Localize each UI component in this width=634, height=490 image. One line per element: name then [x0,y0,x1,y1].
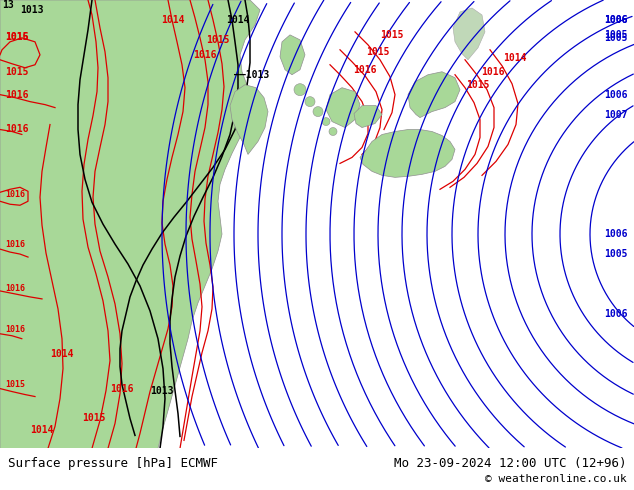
Text: 1016: 1016 [5,32,29,42]
Text: © weatheronline.co.uk: © weatheronline.co.uk [484,474,626,484]
Polygon shape [453,8,485,60]
Polygon shape [408,72,460,118]
Text: 1014: 1014 [226,15,250,25]
Text: 1015: 1015 [5,380,25,389]
Text: 1006: 1006 [604,309,628,319]
Text: 1016: 1016 [5,240,25,249]
Text: 1016: 1016 [481,67,505,77]
Circle shape [294,84,306,96]
Text: 1016: 1016 [110,384,134,393]
Text: 1016: 1016 [5,325,25,334]
Text: 1015: 1015 [82,414,106,423]
Text: Surface pressure [hPa] ECMWF: Surface pressure [hPa] ECMWF [8,457,217,469]
Polygon shape [0,0,160,448]
Text: 1014: 1014 [503,53,527,63]
Text: 1016: 1016 [5,190,25,199]
Text: 1013: 1013 [20,5,44,15]
Text: 1006: 1006 [604,90,628,99]
Text: 1016: 1016 [5,90,29,99]
Text: ——1013: ——1013 [235,70,269,80]
Circle shape [322,118,330,125]
Text: Mo 23-09-2024 12:00 UTC (12+96): Mo 23-09-2024 12:00 UTC (12+96) [394,457,626,469]
Polygon shape [230,85,268,154]
Circle shape [329,127,337,136]
Text: 1006: 1006 [604,229,628,239]
Text: 1016: 1016 [5,123,29,133]
Text: 1016: 1016 [193,50,217,60]
Polygon shape [280,35,305,75]
Text: 1014: 1014 [30,425,53,436]
Polygon shape [360,129,455,177]
Text: 1013: 1013 [150,386,174,395]
Text: 1005: 1005 [604,30,628,40]
Text: 1014: 1014 [161,15,184,25]
Polygon shape [0,0,260,448]
Text: 1015: 1015 [206,35,230,45]
Text: 1015: 1015 [5,32,29,42]
Text: 1006: 1006 [604,15,628,25]
Text: 1014: 1014 [50,349,74,359]
Text: 1015: 1015 [466,80,489,90]
Polygon shape [326,88,360,127]
Circle shape [305,97,315,107]
Text: 13: 13 [2,0,14,10]
Text: 1016: 1016 [5,284,25,293]
Circle shape [313,107,323,117]
Text: 1005: 1005 [604,33,628,43]
Text: 1015: 1015 [366,47,390,57]
Text: 1015: 1015 [380,30,404,40]
Polygon shape [354,106,382,127]
Polygon shape [0,0,120,448]
Text: 1007: 1007 [604,110,628,120]
Text: 1016: 1016 [353,65,377,75]
Text: 1005: 1005 [604,249,628,259]
Text: 1015: 1015 [5,67,29,77]
Text: 1006: 1006 [604,15,628,25]
